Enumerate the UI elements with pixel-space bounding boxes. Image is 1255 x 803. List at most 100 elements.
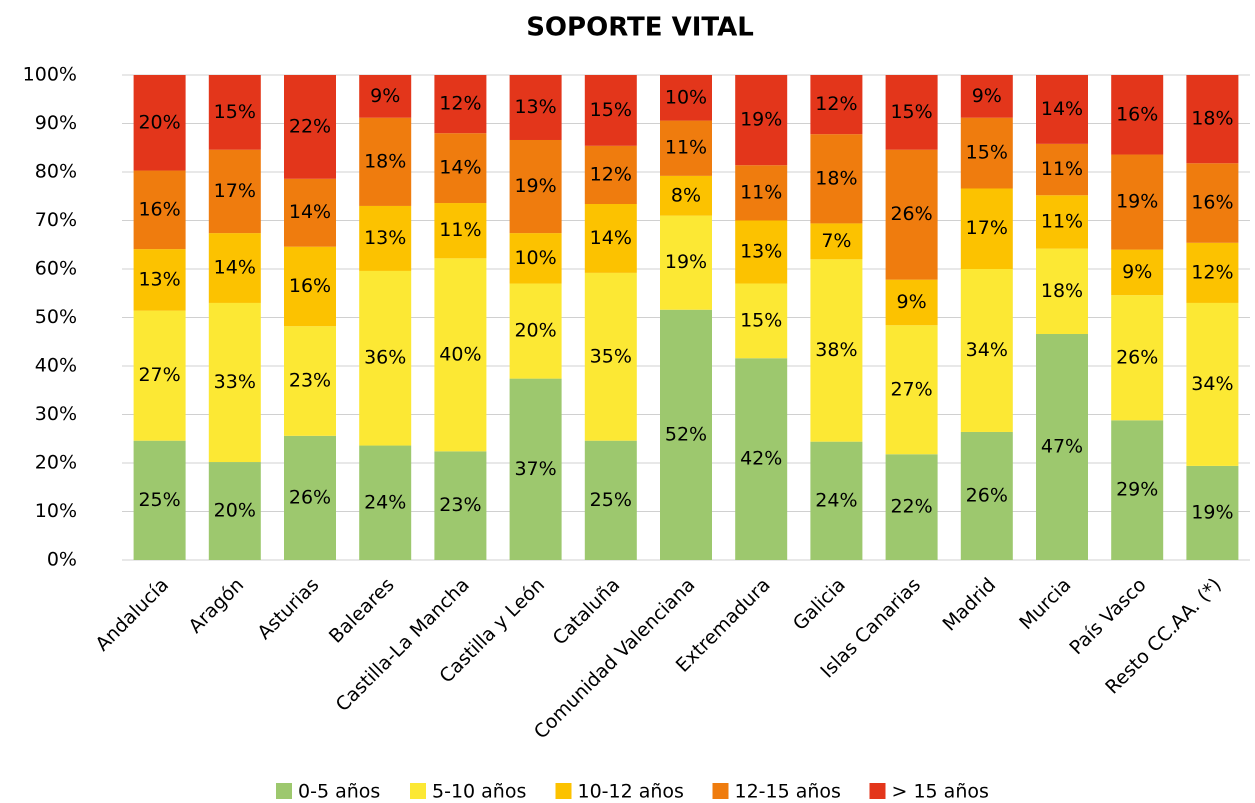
bar-segment [434,451,487,560]
bar-segment [509,75,562,140]
data-label: 16% [138,198,180,220]
bar-segment [509,378,562,560]
data-label: 26% [966,484,1008,506]
data-label: 36% [364,347,406,369]
data-label: 18% [364,150,406,172]
bar-segment [284,326,336,436]
y-tick-label: 0% [47,549,77,571]
data-label: 23% [289,370,331,392]
legend-swatch [555,783,572,799]
x-tick-label: Asturias [253,574,323,644]
bar-segment [1111,75,1164,155]
legend-label: 10-12 años [578,781,684,803]
data-label: 16% [1116,103,1158,125]
data-label: 22% [289,115,331,137]
data-label: 18% [1041,280,1083,302]
bar-segment [1186,465,1239,560]
data-label: 11% [1041,210,1083,232]
bar-segment [284,75,336,179]
legend-swatch [712,783,729,799]
data-label: 27% [890,378,932,400]
legend-swatch [869,783,886,799]
bar-segment [810,259,863,442]
legend-swatch [410,783,426,799]
bar-segment [885,149,938,280]
data-label: 15% [214,101,256,123]
bar-segment [208,149,261,234]
bar-segment [584,204,637,273]
bar-segment [208,302,261,463]
bar-segment [584,145,637,205]
legend-label: 12-15 años [735,781,841,803]
data-label: 19% [1116,191,1158,213]
x-tick-label: Baleares [325,574,399,648]
data-label: 26% [289,486,331,508]
data-label: 19% [1191,501,1233,523]
data-label: 52% [665,423,707,445]
chart-title: SOPORTE VITAL [526,13,754,43]
data-label: 13% [514,96,556,118]
data-label: 42% [740,448,782,470]
bar-segment [660,120,712,176]
data-label: 14% [439,157,481,179]
bar-segment [735,220,788,284]
data-label: 15% [740,309,782,331]
data-label: 9% [370,85,400,107]
bar-segment [1036,248,1088,334]
bar-segment [1111,295,1164,421]
y-tick-label: 20% [35,452,77,474]
bar-segment [960,117,1013,189]
data-label: 15% [590,99,632,121]
bar-segment [810,223,863,260]
bar-segment [133,310,186,441]
data-label: 20% [214,500,256,522]
bar-segment [660,175,712,216]
bar-segment [660,309,712,560]
bar-segment [509,139,562,234]
data-label: 23% [439,494,481,516]
data-label: 13% [364,227,406,249]
x-tick-label: Castilla-La Mancha [332,574,474,716]
data-label: 19% [665,251,707,273]
bar-segment [1036,75,1088,144]
data-label: 12% [590,163,632,185]
bar-segment [1186,75,1239,164]
data-label: 20% [514,320,556,342]
bar-segment [133,249,186,311]
bar-segment [284,178,336,247]
data-label: 34% [1191,373,1233,395]
data-label: 11% [1041,158,1083,180]
legend-swatch [276,783,292,799]
bar-segment [133,440,186,560]
bar-segment [1186,302,1239,466]
data-label: 11% [439,219,481,241]
data-label: 9% [972,85,1002,107]
bar-segment [133,75,186,171]
data-label: 47% [1041,435,1083,457]
data-label: 17% [966,217,1008,239]
data-label: 14% [590,227,632,249]
bar-segment [885,75,938,150]
data-label: 12% [1191,261,1233,283]
data-label: 14% [289,201,331,223]
data-label: 15% [966,142,1008,164]
data-label: 14% [1041,98,1083,120]
data-label: 14% [214,257,256,279]
x-tick-label: Murcia [1015,574,1075,634]
bar-segment [359,75,412,118]
bar-segment [960,431,1013,560]
bar-segment [735,75,788,166]
data-label: 40% [439,343,481,365]
data-label: 11% [740,181,782,203]
bar-segment [960,75,1013,118]
bar-segment [284,246,336,327]
data-label: 18% [1191,108,1233,130]
data-label: 38% [815,339,857,361]
legend-label: 5-10 años [432,781,526,803]
bar-segment [584,440,637,560]
x-tick-label: Galicia [789,574,850,635]
data-label: 10% [514,247,556,269]
data-label: 26% [1116,346,1158,368]
bar-segment [960,188,1013,269]
